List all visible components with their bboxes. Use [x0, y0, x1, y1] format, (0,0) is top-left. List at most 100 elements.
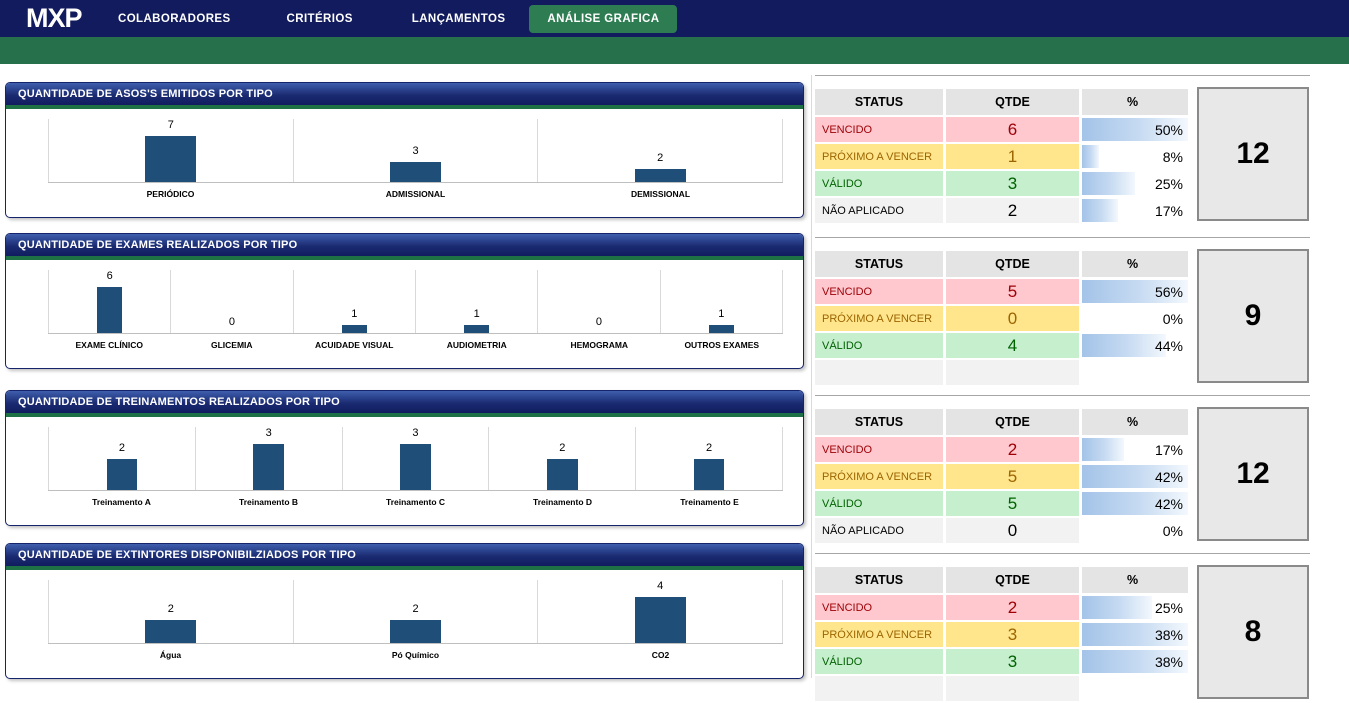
total-value: 8 [1244, 615, 1262, 648]
bar-chart-category-axis: Treinamento A Treinamento B Treinamento C T… [48, 497, 783, 507]
bar-chart-category-axis: EXAME CLÍNICO GLICEMIA ACUIDADE VISUAL AUDI… [48, 340, 783, 350]
bar-chart-category-axis: Água Pó Químico CO2 [48, 650, 783, 660]
category-label: EXAME CLÍNICO [75, 340, 144, 350]
percent-databar [1082, 623, 1188, 646]
nav-tab-analise-grafica[interactable]: ANÁLISE GRAFICA [529, 4, 678, 33]
status-header-cell: % [1082, 567, 1188, 593]
qtde-cell: 2 [946, 595, 1079, 620]
bar-chart-cell: 6 [48, 270, 170, 333]
bar-chart-cell: 2 [48, 580, 293, 643]
bar-value-label: 2 [167, 603, 174, 615]
status-row [815, 676, 1188, 701]
total-value: 12 [1236, 457, 1270, 490]
bar [341, 325, 368, 333]
status-cell: VENCIDO [815, 279, 943, 304]
percent-cell: 0% [1082, 518, 1188, 543]
qtde-cell: 6 [946, 117, 1079, 142]
category-label: DEMISSIONAL [630, 189, 691, 199]
category-label: PERIÓDICO [146, 189, 195, 199]
qtde-cell [946, 676, 1079, 701]
percent-cell: 0% [1082, 306, 1188, 331]
bar-value-label: 0 [595, 316, 603, 328]
total-box: 9 [1197, 249, 1309, 383]
status-cell: NÃO APLICADO [815, 518, 943, 543]
status-row [815, 360, 1188, 385]
bar-chart-cell: 2 [48, 427, 195, 490]
bar-chart-cell: 2 [635, 427, 783, 490]
green-banner [0, 37, 1349, 64]
status-table-header-row: STATUS QTDE% [815, 89, 1188, 115]
chart-panel-title: QUANTIDADE DE EXAMES REALIZADOS POR TIPO [6, 234, 803, 256]
percent-cell: 8% [1082, 144, 1188, 169]
chart-panel-1: QUANTIDADE DE ASOS'S EMITIDOS POR TIPO 7 3… [5, 82, 804, 218]
status-row: PRÓXIMO A VENCER 1 8% [815, 144, 1188, 169]
bar-chart-plot: 7 3 2 [48, 119, 784, 183]
status-section-inner: STATUS QTDE% VENCIDO 2 17% PRÓXIMO A VENCER 5 4… [815, 407, 1310, 545]
status-header-cell: STATUS [815, 409, 943, 435]
percent-databar [1082, 145, 1099, 168]
bar-value-label: 1 [351, 308, 358, 320]
chart-panel-3: QUANTIDADE DE TREINAMENTOS REALIZADOS PO… [5, 390, 804, 526]
status-cell: VENCIDO [815, 437, 943, 462]
qtde-cell: 3 [946, 622, 1079, 647]
bar-value-label: 3 [412, 427, 419, 439]
bar-chart-cell: 1 [292, 270, 415, 333]
bar-chart-plot: 2 2 4 [48, 580, 784, 644]
status-table-header-row: STATUS QTDE% [815, 567, 1188, 593]
status-table: STATUS QTDE% VENCIDO 6 50% PRÓXIMO A VENCER 1 8… [815, 89, 1188, 225]
status-table-header-row: STATUS QTDE% [815, 409, 1188, 435]
percent-databar [1082, 596, 1152, 619]
nav-item-lancamentos[interactable]: LANÇAMENTOS [411, 12, 506, 25]
status-cell: VÁLIDO [815, 649, 943, 674]
bar-chart-cell: 2 [537, 119, 784, 182]
mxp-logo: MXP [26, 3, 83, 33]
category-label: GLICEMIA [210, 340, 253, 350]
panel-green-strip [6, 256, 803, 260]
status-row: VENCIDO 6 50% [815, 117, 1188, 142]
percent-databar [1082, 172, 1135, 195]
bar-chart-plot: 2 3 3 2 2 [48, 427, 783, 491]
percent-cell: 38% [1082, 622, 1188, 647]
status-row: VENCIDO 2 17% [815, 437, 1188, 462]
bar [145, 136, 197, 182]
bar-value-label: 1 [718, 308, 725, 320]
nav-item-colaboradores[interactable]: COLABORADORES [118, 12, 231, 25]
bar-value-label: 0 [228, 316, 236, 328]
status-cell: PRÓXIMO A VENCER [815, 306, 943, 331]
bar [546, 459, 578, 490]
status-cell: PRÓXIMO A VENCER [815, 144, 943, 169]
nav-item-criterios[interactable]: CRITÉRIOS [286, 12, 353, 25]
status-section-1: STATUS QTDE% VENCIDO 6 50% PRÓXIMO A VENCER 1 8… [815, 75, 1310, 225]
percent-databar [1082, 199, 1119, 222]
bar-chart-cell: 7 [48, 119, 293, 182]
qtde-cell: 2 [946, 198, 1079, 223]
bar [634, 169, 686, 182]
bar-chart-cell: 0 [170, 270, 292, 333]
panel-green-strip [6, 105, 803, 109]
status-table: STATUS QTDE% VENCIDO 5 56% PRÓXIMO A VENCER 0 0… [815, 251, 1188, 387]
status-cell: VÁLIDO [815, 171, 943, 196]
bar-value-label: 3 [265, 427, 272, 439]
status-table: STATUS QTDE% VENCIDO 2 25% PRÓXIMO A VENCER 3 3… [815, 567, 1188, 703]
chart-panel-2: QUANTIDADE DE EXAMES REALIZADOS POR TIPO… [5, 233, 804, 369]
percent-cell: 42% [1082, 464, 1188, 489]
status-header-cell: % [1082, 89, 1188, 115]
category-label: ADMISSIONAL [385, 189, 446, 199]
status-table-header-row: STATUS QTDE% [815, 251, 1188, 277]
qtde-cell: 5 [946, 491, 1079, 516]
status-section-4: STATUS QTDE% VENCIDO 2 25% PRÓXIMO A VENCER 3 3… [815, 553, 1310, 703]
bar-chart-category-axis: PERIÓDICO ADMISSIONAL DEMISSIONAL [48, 189, 783, 199]
category-label: Treinamento C [385, 497, 446, 507]
bar-value-label: 2 [559, 442, 566, 454]
bar-value-label: 3 [412, 145, 419, 157]
percent-cell: 17% [1082, 198, 1188, 223]
bar [253, 444, 284, 490]
status-cell: PRÓXIMO A VENCER [815, 622, 943, 647]
status-table: STATUS QTDE% VENCIDO 2 17% PRÓXIMO A VENCER 5 4… [815, 409, 1188, 545]
category-label: OUTROS EXAMES [684, 340, 760, 350]
qtde-cell: 5 [946, 464, 1079, 489]
bar [400, 444, 431, 490]
status-header-cell: STATUS [815, 89, 943, 115]
bar-value-label: 2 [412, 603, 419, 615]
percent-cell [1082, 360, 1188, 385]
